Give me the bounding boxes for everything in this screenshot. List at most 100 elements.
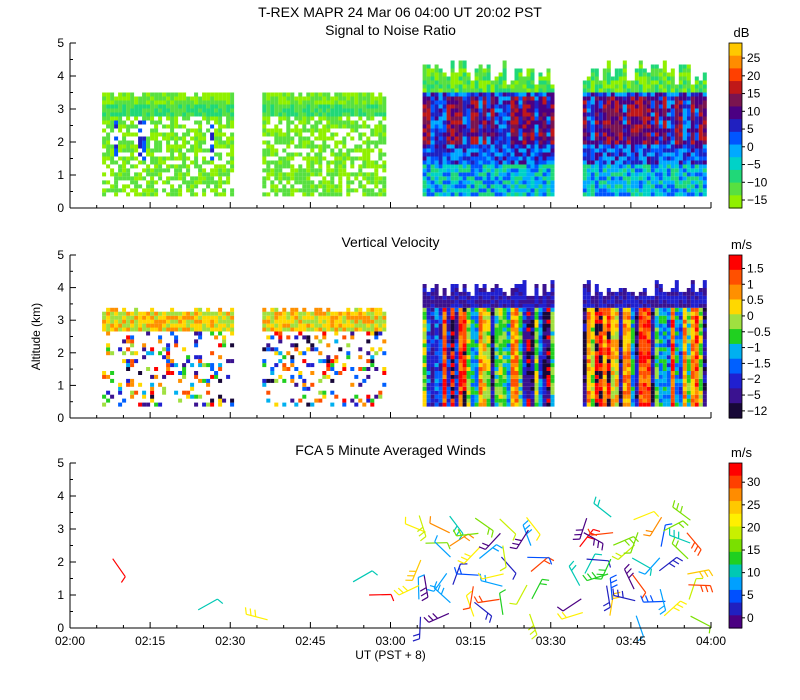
- heatmap-cell: [486, 303, 491, 308]
- heatmap-cell: [290, 172, 295, 177]
- heatmap-cell: [674, 148, 679, 153]
- heatmap-cell: [658, 96, 663, 101]
- heatmap-cell: [482, 386, 487, 391]
- heatmap-cell: [486, 390, 491, 395]
- heatmap-cell: [502, 382, 507, 387]
- heatmap-cell: [446, 120, 451, 125]
- heatmap-cell: [430, 88, 435, 93]
- heatmap-cell: [214, 128, 219, 133]
- heatmap-cell: [446, 80, 451, 85]
- heatmap-cell: [338, 176, 343, 181]
- heatmap-cell: [662, 108, 667, 113]
- heatmap-cell: [530, 72, 535, 77]
- heatmap-cell: [262, 184, 267, 189]
- heatmap-cell: [586, 152, 591, 157]
- heatmap-cell: [494, 188, 499, 193]
- heatmap-cell: [702, 176, 707, 181]
- heatmap-cell: [494, 88, 499, 93]
- heatmap-cell: [158, 319, 163, 324]
- heatmap-cell: [514, 88, 519, 93]
- heatmap-cell: [446, 359, 451, 364]
- heatmap-cell: [518, 156, 523, 161]
- heatmap-cell: [546, 347, 551, 352]
- heatmap-cell: [174, 327, 179, 332]
- heatmap-cell: [158, 351, 163, 356]
- heatmap-cell: [346, 188, 351, 193]
- heatmap-cell: [438, 148, 443, 153]
- heatmap-cell: [354, 108, 359, 113]
- heatmap-cell: [154, 367, 159, 371]
- heatmap-cell: [130, 180, 135, 185]
- heatmap-cell: [494, 168, 499, 173]
- heatmap-cell: [366, 192, 371, 197]
- heatmap-cell: [486, 291, 491, 296]
- heatmap-cell: [510, 351, 515, 356]
- heatmap-cell: [646, 192, 651, 197]
- heatmap-cell: [638, 132, 643, 137]
- heatmap-cell: [158, 144, 163, 149]
- heatmap-cell: [430, 386, 435, 391]
- heatmap-cell: [626, 176, 631, 181]
- heatmap-cell: [218, 124, 223, 129]
- heatmap-cell: [170, 144, 175, 149]
- heatmap-cell: [510, 319, 515, 324]
- heatmap-cell: [546, 92, 551, 97]
- heatmap-cell: [198, 363, 203, 368]
- heatmap-cell: [470, 374, 475, 379]
- heatmap-cell: [274, 104, 279, 109]
- heatmap-cell: [670, 120, 675, 125]
- heatmap-cell: [430, 363, 435, 368]
- heatmap-cell: [194, 96, 199, 101]
- heatmap-cell: [138, 120, 143, 125]
- heatmap-cell: [450, 172, 455, 177]
- heatmap-cell: [526, 184, 531, 189]
- heatmap-cell: [286, 92, 291, 97]
- heatmap-cell: [462, 351, 467, 356]
- heatmap-cell: [654, 108, 659, 113]
- heatmap-cell: [142, 311, 147, 316]
- heatmap-cell: [474, 288, 479, 292]
- heatmap-cell: [498, 288, 503, 292]
- heatmap-cell: [126, 311, 131, 316]
- heatmap-cell: [606, 148, 611, 153]
- heatmap-cell: [362, 402, 367, 407]
- heatmap-cell: [170, 100, 175, 105]
- heatmap-cell: [478, 180, 483, 185]
- heatmap-cell: [202, 96, 207, 101]
- heatmap-cell: [542, 188, 547, 193]
- heatmap-cell: [206, 180, 211, 185]
- heatmap-cell: [474, 299, 479, 304]
- heatmap-cell: [602, 184, 607, 189]
- heatmap-cell: [290, 168, 295, 173]
- heatmap-cell: [438, 104, 443, 109]
- heatmap-cell: [522, 132, 527, 137]
- heatmap-cell: [430, 347, 435, 352]
- heatmap-cell: [618, 84, 623, 89]
- heatmap-cell: [542, 343, 547, 348]
- heatmap-cell: [450, 288, 455, 292]
- heatmap-cell: [218, 307, 223, 312]
- heatmap-cell: [186, 168, 191, 173]
- heatmap-cell: [606, 124, 611, 129]
- heatmap-cell: [150, 188, 155, 193]
- heatmap-cell: [186, 390, 191, 395]
- heatmap-cell: [358, 100, 363, 105]
- heatmap-cell: [278, 104, 283, 109]
- heatmap-cell: [662, 132, 667, 137]
- heatmap-cell: [294, 315, 299, 320]
- heatmap-cell: [138, 152, 143, 157]
- heatmap-cell: [298, 374, 303, 379]
- heatmap-cell: [642, 176, 647, 181]
- heatmap-cell: [206, 176, 211, 181]
- heatmap-cell: [494, 104, 499, 109]
- heatmap-cell: [486, 398, 491, 403]
- heatmap-cell: [550, 367, 555, 371]
- heatmap-cell: [126, 116, 131, 121]
- heatmap-cell: [226, 116, 231, 121]
- heatmap-cell: [226, 124, 231, 129]
- heatmap-cell: [130, 339, 135, 344]
- heatmap-cell: [594, 148, 599, 153]
- heatmap-cell: [338, 311, 343, 316]
- heatmap-cell: [542, 112, 547, 117]
- heatmap-cell: [662, 64, 667, 69]
